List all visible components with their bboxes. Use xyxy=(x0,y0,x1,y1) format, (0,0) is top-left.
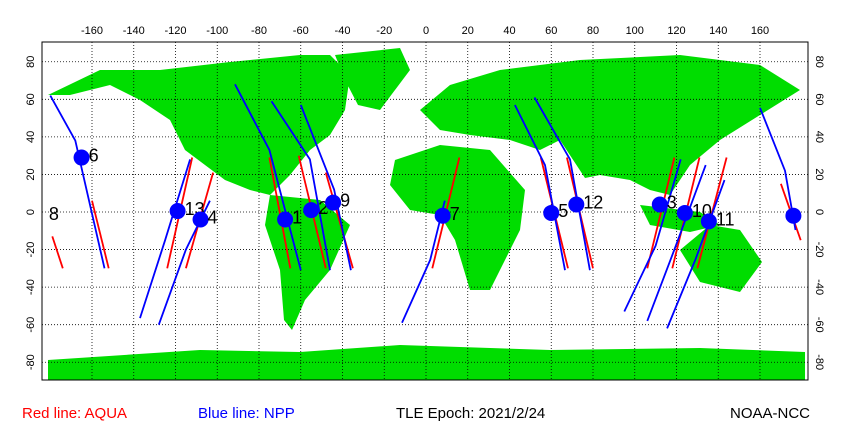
lon-tick-label: -80 xyxy=(251,25,267,37)
satellite-label: 7 xyxy=(450,204,460,224)
lon-tick-label: 160 xyxy=(751,25,769,37)
map-frame xyxy=(41,41,809,381)
lat-tick-label-left: -40 xyxy=(25,279,37,295)
lon-tick-label: 100 xyxy=(626,25,644,37)
lon-tick-label: -140 xyxy=(123,25,145,37)
lon-tick-label: 120 xyxy=(667,25,685,37)
npp-track xyxy=(49,95,106,269)
lon-tick-label: -120 xyxy=(164,25,186,37)
aqua-track xyxy=(91,200,110,269)
npp-track xyxy=(623,159,682,312)
lat-tick-label-left: 40 xyxy=(25,131,37,143)
lat-tick-label-left: 80 xyxy=(25,56,37,68)
north-america xyxy=(48,55,350,195)
npp-track xyxy=(533,97,591,271)
lon-tick-label: 140 xyxy=(709,25,727,37)
satellite-label: 9 xyxy=(340,191,350,211)
lat-tick-label-left: -80 xyxy=(25,354,37,370)
satellite-point xyxy=(676,204,693,221)
satellite-point xyxy=(543,204,560,221)
epoch: TLE Epoch: 2021/2/24 xyxy=(396,405,545,422)
satellite-point xyxy=(192,211,209,228)
lat-tick-label-right: 80 xyxy=(813,56,825,68)
lon-tick-label: -160 xyxy=(81,25,103,37)
satellite-point xyxy=(73,149,90,166)
satellite-point xyxy=(785,207,802,224)
lat-tick-label-right: 40 xyxy=(813,131,825,143)
satellite-point xyxy=(651,196,668,213)
lon-tick-label: 80 xyxy=(587,25,599,37)
aqua-track xyxy=(268,157,292,269)
satellite-point xyxy=(434,207,451,224)
lat-tick-label-right: 20 xyxy=(813,168,825,180)
lat-tick-label-right: -40 xyxy=(813,279,825,295)
lat-tick-label-right: -20 xyxy=(813,242,825,258)
greenland xyxy=(335,48,410,110)
lon-tick-label: 40 xyxy=(503,25,515,37)
lon-tick-label: 20 xyxy=(462,25,474,37)
satellite-label: 8 xyxy=(49,204,59,224)
south-america xyxy=(265,195,350,330)
lat-tick-label-right: 60 xyxy=(813,93,825,105)
lat-tick-label-left: 60 xyxy=(25,93,37,105)
australia xyxy=(680,225,762,292)
lon-tick-label: -20 xyxy=(376,25,392,37)
satellite-point xyxy=(303,202,320,219)
satellite-point xyxy=(700,213,717,230)
satellite-point xyxy=(325,194,342,211)
africa xyxy=(390,145,525,290)
lat-tick-label-right: -60 xyxy=(813,317,825,333)
aqua-track xyxy=(646,157,676,269)
lon-tick-label: -100 xyxy=(206,25,228,37)
aqua-track xyxy=(324,172,354,269)
lon-tick-label: 0 xyxy=(423,25,429,37)
npp-track xyxy=(299,104,352,271)
npp-track xyxy=(514,104,566,271)
lat-tick-label-left: 20 xyxy=(25,168,37,180)
lat-tick-label-left: -20 xyxy=(25,242,37,258)
satellite-label: 5 xyxy=(558,201,568,221)
satellite-label: 4 xyxy=(208,208,218,228)
satellite-point xyxy=(277,211,294,228)
lat-tick-label-left: -60 xyxy=(25,317,37,333)
npp-track xyxy=(666,179,726,329)
npp-legend: Blue line: NPP xyxy=(198,405,295,422)
eurasia xyxy=(420,55,800,195)
lon-tick-label: 60 xyxy=(545,25,557,37)
satellite-point xyxy=(568,196,585,213)
npp-track xyxy=(646,164,707,322)
source: NOAA-NCC xyxy=(730,405,810,422)
lat-tick-label-right: -80 xyxy=(813,354,825,370)
lat-tick-label-right: 0 xyxy=(813,209,825,215)
satellite-label: 2 xyxy=(318,198,328,218)
aqua-legend: Red line: AQUA xyxy=(22,405,127,422)
lon-tick-label: -60 xyxy=(293,25,309,37)
lat-tick-label-left: 0 xyxy=(25,209,37,215)
aqua-track xyxy=(51,236,64,269)
npp-track xyxy=(270,100,331,271)
lon-tick-label: -40 xyxy=(335,25,351,37)
satellite-label: 12 xyxy=(583,192,603,212)
satellite-label: 1 xyxy=(292,208,302,228)
satellite-label: 6 xyxy=(89,146,99,166)
npp-track xyxy=(234,83,302,271)
npp-track xyxy=(139,159,191,319)
satellite-label: 3 xyxy=(667,192,677,212)
satellite-point xyxy=(169,203,186,220)
satellite-label: 11 xyxy=(716,209,735,229)
